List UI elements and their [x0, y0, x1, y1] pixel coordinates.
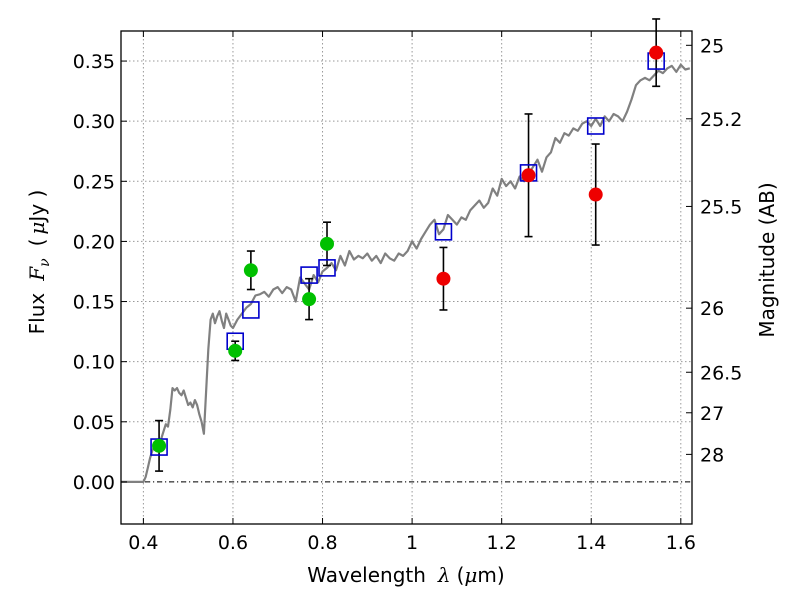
observed-points: [152, 45, 664, 453]
model-photometry-points: [150, 52, 665, 456]
x-tick-label: 0.6: [218, 532, 248, 554]
x-tick-label: 0.4: [128, 532, 158, 554]
y-axis-title: FluxFν(μJy ): [25, 190, 53, 335]
y-tick-label: 0.35: [73, 51, 115, 73]
x-tick-labels: 0.4 0.6 0.8 1 1.2 1.4 1.6: [128, 532, 696, 554]
x-tick-label: 1.6: [666, 532, 696, 554]
grid: [121, 31, 692, 524]
model-photometry-square: [300, 266, 318, 284]
y2-tick-label: 26: [700, 298, 724, 320]
model-photometry-square: [318, 259, 336, 277]
ticks: [121, 31, 692, 524]
y-tick-label: 0.10: [73, 352, 115, 374]
model-spectrum: [121, 63, 691, 483]
observed-point-green: [243, 263, 258, 278]
y-tick-label: 0.30: [73, 111, 115, 133]
observed-point-red: [588, 187, 603, 202]
observed-point-green: [320, 236, 335, 251]
observed-point-green: [302, 292, 317, 307]
model-photometry-square: [242, 301, 260, 319]
observed-point-red: [521, 168, 536, 183]
observed-point-red: [436, 271, 451, 286]
y2-tick-label: 27: [700, 403, 724, 425]
y-tick-label: 0.00: [73, 472, 115, 494]
model-photometry-square: [434, 223, 453, 241]
error-bars: [155, 18, 661, 472]
observed-point-green: [152, 438, 167, 453]
y-tick-label: 0.15: [73, 292, 115, 314]
y2-tick-label: 26.5: [700, 362, 742, 384]
y2-tick-labels: 25 25.2 25.5 26 26.5 27 28: [700, 35, 742, 466]
y-tick-label: 0.25: [73, 171, 115, 193]
plot-frame: [120, 30, 693, 525]
x-tick-label: 1.4: [576, 532, 606, 554]
x-axis-title: Wavelength λ (μm): [307, 563, 504, 587]
x-tick-label: 1: [406, 532, 418, 554]
y-tick-label: 0.05: [73, 412, 115, 434]
observed-point-green: [228, 343, 243, 358]
x-tick-label: 0.8: [307, 532, 337, 554]
y2-tick-label: 25: [700, 35, 724, 57]
model-photometry-square: [586, 117, 605, 135]
y-tick-labels: 0.00 0.05 0.10 0.15 0.20 0.25 0.30 0.35: [73, 51, 115, 494]
y2-tick-label: 25.5: [700, 196, 742, 218]
y2-tick-label: 25.2: [700, 109, 742, 131]
y-tick-label: 0.20: [73, 231, 115, 253]
y2-axis-title: Magnitude (AB): [755, 182, 779, 337]
observed-point-red: [649, 45, 664, 60]
x-tick-label: 1.2: [487, 532, 517, 554]
model-spectrum-line: [121, 63, 691, 483]
y2-tick-label: 28: [700, 444, 724, 466]
